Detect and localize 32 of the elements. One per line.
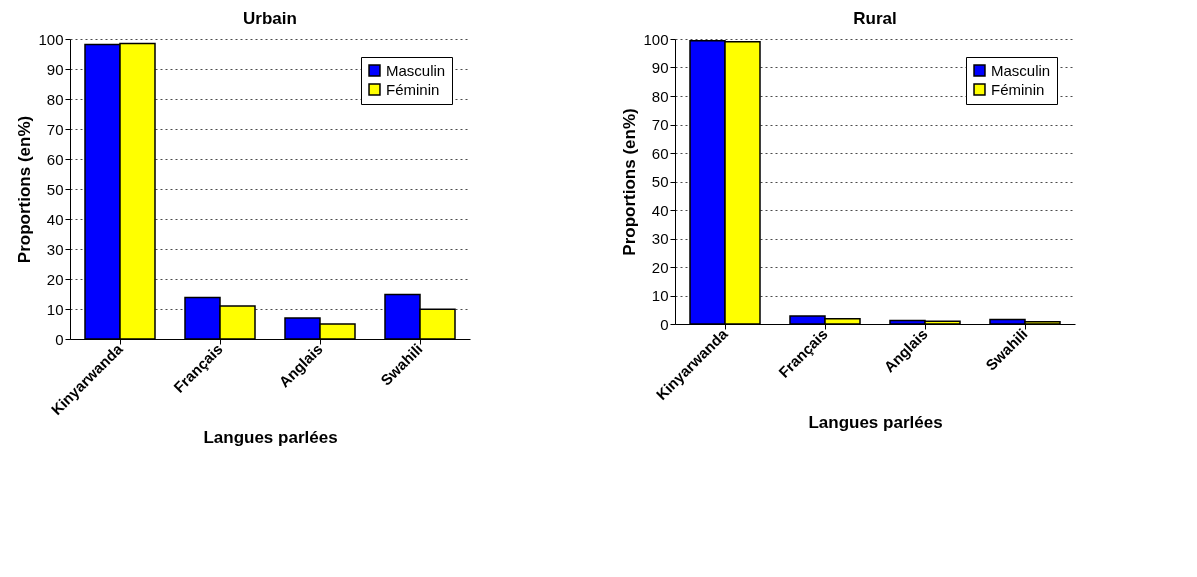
y-tick-label: 50 xyxy=(651,173,669,190)
y-tick-label: 60 xyxy=(651,144,669,162)
y-tick-label: 70 xyxy=(651,116,669,133)
y-tick-label: 80 xyxy=(46,90,64,108)
y-axis-title: Proportions (en%) xyxy=(620,108,640,256)
y-tick-label: 90 xyxy=(46,60,64,78)
x-axis-title: Langues parlées xyxy=(203,428,338,448)
y-tick-label: 10 xyxy=(651,287,669,304)
y-tick-label: 20 xyxy=(651,258,669,276)
legend-label: Masculin xyxy=(991,61,1051,79)
y-tick-label: 0 xyxy=(55,330,64,348)
x-axis-title: Langues parlées xyxy=(808,413,943,433)
chart-title: Rural xyxy=(853,9,897,28)
y-tick-label: 20 xyxy=(46,270,64,288)
y-tick-label: 0 xyxy=(660,315,669,333)
y-tick-label: 50 xyxy=(46,180,64,198)
legend-label: Féminin xyxy=(991,80,1045,98)
y-tick-label: 30 xyxy=(651,230,669,247)
y-tick-label: 100 xyxy=(643,30,669,48)
legend-label: Féminin xyxy=(386,80,440,98)
y-tick-label: 70 xyxy=(46,120,64,138)
legend-label: Masculin xyxy=(386,61,446,79)
y-tick-label: 100 xyxy=(38,30,64,48)
y-tick-label: 90 xyxy=(651,59,669,76)
y-tick-label: 80 xyxy=(651,87,669,105)
y-tick-label: 30 xyxy=(46,240,64,258)
y-tick-label: 40 xyxy=(651,201,669,219)
y-axis-title: Proportions (en%) xyxy=(15,115,35,264)
y-tick-label: 10 xyxy=(46,300,64,318)
chart-title: Urbain xyxy=(243,9,297,28)
y-tick-label: 60 xyxy=(46,150,64,168)
y-tick-label: 40 xyxy=(46,210,64,228)
